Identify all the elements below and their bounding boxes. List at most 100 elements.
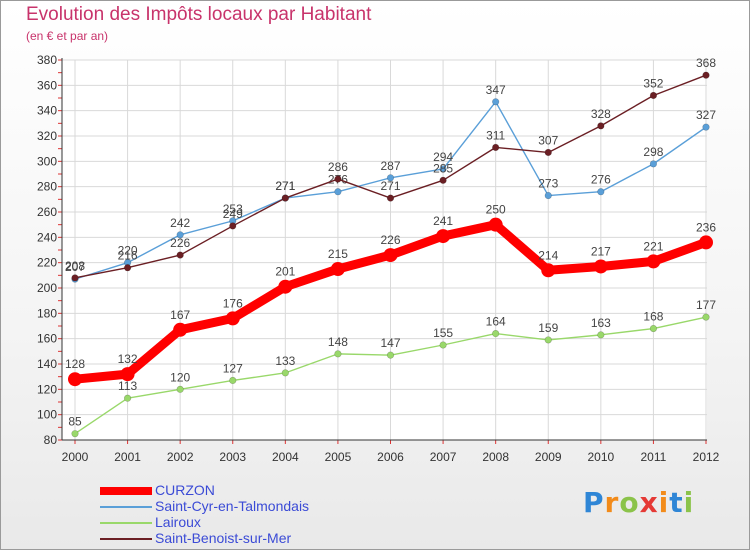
x-tick-label: 2000 xyxy=(62,450,89,464)
x-tick-label: 2007 xyxy=(430,450,457,464)
x-tick-label: 2010 xyxy=(587,450,614,464)
data-label-saint-cyr-en-talmondais: 298 xyxy=(643,145,663,159)
y-tick-label: 360 xyxy=(37,78,57,92)
data-point-saint-benoist-sur-mer xyxy=(649,91,658,100)
data-point-lairoux xyxy=(281,369,289,377)
data-point-curzon xyxy=(330,262,345,276)
data-label-lairoux: 113 xyxy=(118,379,137,393)
data-label-saint-cyr-en-talmondais: 294 xyxy=(433,150,453,164)
y-tick-label: 320 xyxy=(37,129,57,143)
data-point-curzon xyxy=(646,254,661,269)
data-label-lairoux: 155 xyxy=(433,326,453,340)
data-point-saint-benoist-sur-mer xyxy=(176,251,184,259)
data-label-lairoux: 127 xyxy=(223,361,243,375)
data-label-saint-cyr-en-talmondais: 327 xyxy=(696,108,716,122)
x-tick-label: 2012 xyxy=(693,450,720,464)
data-point-saint-benoist-sur-mer xyxy=(439,176,447,184)
brand-letter: o xyxy=(619,486,640,519)
x-tick-label: 2006 xyxy=(377,450,404,464)
data-label-curzon: 214 xyxy=(538,248,558,262)
data-point-saint-benoist-sur-mer xyxy=(229,222,237,230)
x-tick-label: 2001 xyxy=(114,450,141,464)
data-point-lairoux xyxy=(176,385,184,393)
brand-letter: i xyxy=(683,486,695,519)
data-point-lairoux xyxy=(492,330,500,338)
brand-letter: i xyxy=(658,486,670,519)
data-label-saint-cyr-en-talmondais: 271 xyxy=(275,179,295,193)
data-point-lairoux xyxy=(597,331,605,339)
y-tick-label: 220 xyxy=(37,256,57,270)
data-label-saint-benoist-sur-mer: 286 xyxy=(328,160,348,174)
legend-label: Lairoux xyxy=(155,514,201,530)
legend-swatch xyxy=(100,538,152,540)
data-label-lairoux: 177 xyxy=(696,298,716,312)
x-tick-label: 2003 xyxy=(219,450,246,464)
y-tick-label: 80 xyxy=(44,433,58,447)
data-label-saint-benoist-sur-mer: 216 xyxy=(118,249,138,263)
data-point-lairoux xyxy=(439,341,447,349)
data-point-saint-cyr-en-talmondais xyxy=(334,188,342,196)
data-label-lairoux: 133 xyxy=(275,354,295,368)
data-label-lairoux: 85 xyxy=(68,415,82,429)
data-label-curzon: 236 xyxy=(696,220,716,234)
data-point-curzon xyxy=(173,322,188,337)
data-point-curzon xyxy=(225,311,240,326)
data-point-lairoux xyxy=(71,430,79,438)
data-label-saint-benoist-sur-mer: 328 xyxy=(591,107,611,121)
data-label-saint-benoist-sur-mer: 226 xyxy=(170,236,190,250)
data-point-lairoux xyxy=(123,394,132,402)
data-point-lairoux xyxy=(229,376,237,385)
data-label-curzon: 217 xyxy=(591,244,611,258)
data-label-saint-benoist-sur-mer: 311 xyxy=(486,128,505,142)
data-point-saint-benoist-sur-mer xyxy=(492,143,500,151)
data-label-lairoux: 120 xyxy=(170,370,190,384)
data-point-saint-benoist-sur-mer xyxy=(71,274,79,282)
data-label-curzon: 167 xyxy=(170,308,190,322)
brand-letter: P xyxy=(583,486,605,519)
data-label-curzon: 132 xyxy=(118,352,138,366)
y-tick-label: 160 xyxy=(37,332,57,346)
data-point-lairoux xyxy=(334,350,342,358)
y-tick-label: 240 xyxy=(37,230,57,244)
data-label-saint-cyr-en-talmondais: 253 xyxy=(223,202,243,216)
data-point-lairoux xyxy=(702,313,710,321)
data-point-saint-cyr-en-talmondais xyxy=(597,188,605,196)
data-point-curzon xyxy=(488,217,503,232)
data-label-saint-cyr-en-talmondais: 276 xyxy=(591,173,611,187)
y-tick-label: 140 xyxy=(37,357,57,371)
brand-letter: r xyxy=(604,486,620,519)
data-label-curzon: 176 xyxy=(223,296,243,310)
data-point-lairoux xyxy=(386,351,395,359)
data-label-saint-cyr-en-talmondais: 273 xyxy=(538,177,558,191)
brand-letter: x xyxy=(639,486,659,519)
legend-label: Saint-Cyr-en-Talmondais xyxy=(155,498,310,514)
data-label-lairoux: 147 xyxy=(380,336,400,350)
legend-label: CURZON xyxy=(155,482,215,498)
x-tick-label: 2009 xyxy=(535,450,562,464)
data-point-saint-benoist-sur-mer xyxy=(123,264,132,272)
data-label-curzon: 215 xyxy=(328,247,348,261)
data-point-saint-cyr-en-talmondais xyxy=(544,191,552,200)
data-label-saint-benoist-sur-mer: 307 xyxy=(538,133,558,147)
data-point-saint-benoist-sur-mer xyxy=(334,175,342,183)
data-label-saint-cyr-en-talmondais: 347 xyxy=(486,83,506,97)
x-tick-label: 2002 xyxy=(167,450,194,464)
data-label-saint-benoist-sur-mer: 271 xyxy=(275,179,295,193)
data-label-saint-cyr-en-talmondais: 207 xyxy=(65,260,85,274)
data-point-curzon xyxy=(541,263,556,278)
y-tick-label: 260 xyxy=(37,205,57,219)
data-point-curzon xyxy=(278,279,293,294)
data-point-saint-cyr-en-talmondais xyxy=(176,231,184,239)
y-tick-label: 300 xyxy=(37,154,57,168)
data-point-saint-cyr-en-talmondais xyxy=(439,165,447,173)
data-label-lairoux: 164 xyxy=(486,315,506,329)
x-tick-label: 2008 xyxy=(482,450,509,464)
y-tick-label: 120 xyxy=(37,382,57,396)
y-tick-label: 280 xyxy=(37,180,57,194)
brand-letter: t xyxy=(669,486,684,519)
data-label-lairoux: 148 xyxy=(328,335,348,349)
x-tick-label: 2005 xyxy=(325,450,352,464)
data-label-saint-benoist-sur-mer: 368 xyxy=(696,56,716,70)
data-point-saint-benoist-sur-mer xyxy=(281,194,289,202)
